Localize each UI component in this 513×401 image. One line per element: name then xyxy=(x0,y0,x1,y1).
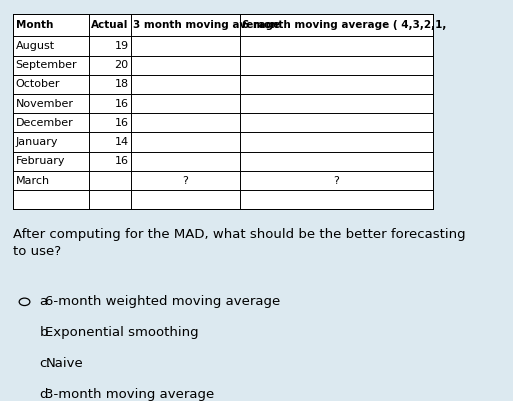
Text: Month: Month xyxy=(15,20,53,30)
Text: 16: 16 xyxy=(114,118,129,128)
Text: a.: a. xyxy=(40,295,51,308)
Text: 3 month moving average: 3 month moving average xyxy=(133,20,280,30)
Text: d.: d. xyxy=(40,389,52,401)
Text: 6-month weighted moving average: 6-month weighted moving average xyxy=(46,295,281,308)
Text: 16: 16 xyxy=(114,99,129,109)
Text: August: August xyxy=(15,41,55,51)
Text: October: October xyxy=(15,79,60,89)
Text: March: March xyxy=(15,176,50,186)
Text: November: November xyxy=(15,99,73,109)
Text: Naive: Naive xyxy=(46,357,83,371)
Text: December: December xyxy=(15,118,73,128)
Text: Actual: Actual xyxy=(91,20,128,30)
Text: January: January xyxy=(15,137,58,147)
Text: September: September xyxy=(15,60,77,70)
Text: ?: ? xyxy=(182,176,188,186)
Text: February: February xyxy=(15,156,65,166)
Text: 19: 19 xyxy=(114,41,129,51)
Text: After computing for the MAD, what should be the better forecasting
to use?: After computing for the MAD, what should… xyxy=(13,228,466,258)
Text: b.: b. xyxy=(40,326,52,339)
FancyBboxPatch shape xyxy=(13,14,432,209)
Text: 18: 18 xyxy=(114,79,129,89)
Text: 14: 14 xyxy=(114,137,129,147)
Text: 3-month moving average: 3-month moving average xyxy=(46,389,215,401)
Text: ?: ? xyxy=(333,176,339,186)
Text: c.: c. xyxy=(40,357,51,371)
Text: 20: 20 xyxy=(114,60,129,70)
Text: 16: 16 xyxy=(114,156,129,166)
Text: Exponential smoothing: Exponential smoothing xyxy=(46,326,199,339)
Text: 6 month moving average ( 4,3,2,1,1,1): 6 month moving average ( 4,3,2,1,1,1) xyxy=(242,20,469,30)
